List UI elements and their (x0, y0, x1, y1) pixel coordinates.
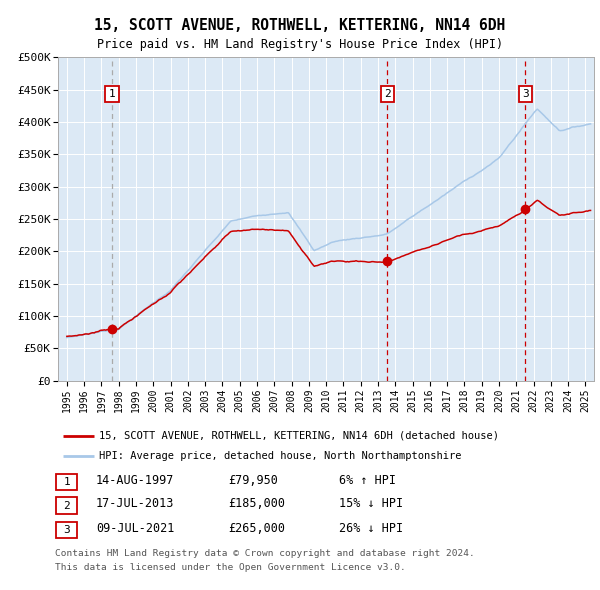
Text: Contains HM Land Registry data © Crown copyright and database right 2024.: Contains HM Land Registry data © Crown c… (55, 549, 475, 558)
Text: £185,000: £185,000 (228, 497, 285, 510)
Text: 26% ↓ HPI: 26% ↓ HPI (339, 522, 403, 535)
Text: 2: 2 (384, 89, 391, 99)
FancyBboxPatch shape (56, 522, 77, 538)
Text: 6% ↑ HPI: 6% ↑ HPI (339, 474, 396, 487)
FancyBboxPatch shape (56, 497, 77, 514)
Text: 15, SCOTT AVENUE, ROTHWELL, KETTERING, NN14 6DH: 15, SCOTT AVENUE, ROTHWELL, KETTERING, N… (94, 18, 506, 33)
Text: 09-JUL-2021: 09-JUL-2021 (96, 522, 175, 535)
Text: This data is licensed under the Open Government Licence v3.0.: This data is licensed under the Open Gov… (55, 563, 406, 572)
FancyBboxPatch shape (56, 474, 77, 490)
Text: £79,950: £79,950 (228, 474, 278, 487)
Text: 3: 3 (522, 89, 529, 99)
Text: 3: 3 (63, 525, 70, 535)
Text: 1: 1 (63, 477, 70, 487)
Text: 2: 2 (63, 501, 70, 510)
Text: 15% ↓ HPI: 15% ↓ HPI (339, 497, 403, 510)
Text: 1: 1 (109, 89, 116, 99)
Text: £265,000: £265,000 (228, 522, 285, 535)
Text: HPI: Average price, detached house, North Northamptonshire: HPI: Average price, detached house, Nort… (100, 451, 462, 461)
Text: 14-AUG-1997: 14-AUG-1997 (96, 474, 175, 487)
Text: Price paid vs. HM Land Registry's House Price Index (HPI): Price paid vs. HM Land Registry's House … (97, 38, 503, 51)
Text: 15, SCOTT AVENUE, ROTHWELL, KETTERING, NN14 6DH (detached house): 15, SCOTT AVENUE, ROTHWELL, KETTERING, N… (100, 431, 499, 441)
Text: 17-JUL-2013: 17-JUL-2013 (96, 497, 175, 510)
